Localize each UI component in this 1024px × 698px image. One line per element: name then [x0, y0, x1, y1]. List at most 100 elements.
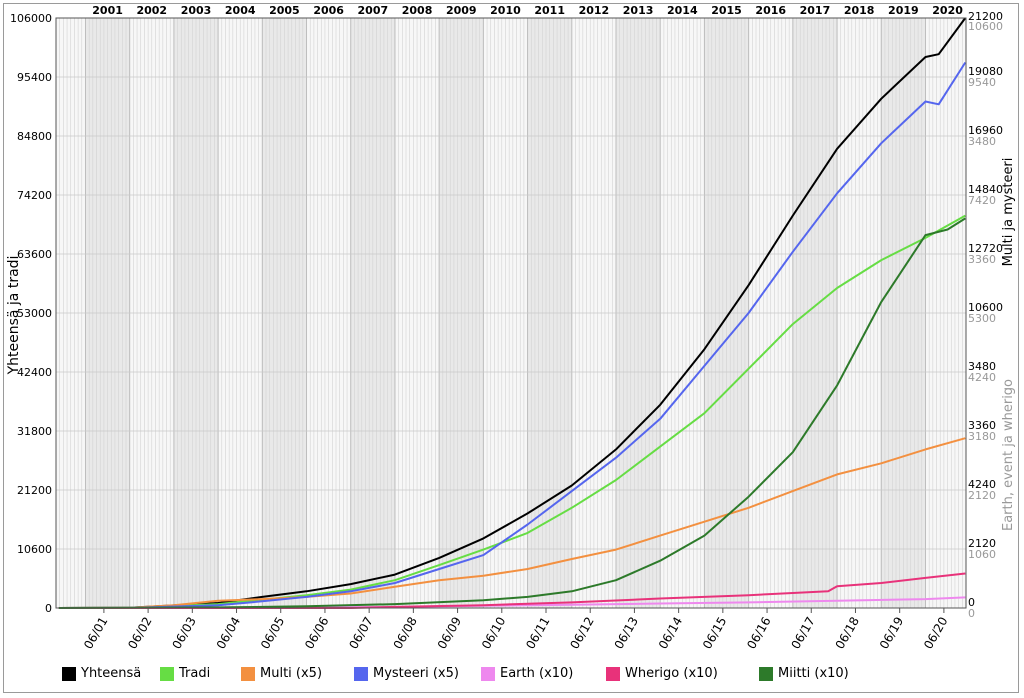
y-tick-left: 10600 — [17, 543, 52, 556]
x-tick-label: 06/18 — [833, 615, 862, 652]
year-label: 2016 — [755, 4, 786, 17]
year-label: 2013 — [623, 4, 654, 17]
y-tick-right-1: 0 — [968, 596, 975, 609]
x-tick-label: 06/07 — [346, 615, 375, 652]
year-label: 2015 — [711, 4, 742, 17]
y-tick-right-1: 3480 — [968, 360, 996, 373]
legend-swatch — [481, 666, 495, 681]
x-tick-label: 06/13 — [612, 615, 641, 652]
series-line-4 — [58, 61, 967, 609]
legend: Yhteensä Tradi Multi (x5) Mysteeri (x5) Eart… — [0, 664, 1024, 688]
y-axis-label-left: Yhteensä ja tradi — [6, 256, 22, 376]
y-tick-left: 53000 — [17, 307, 52, 320]
y-tick-right-1: 10600 — [968, 301, 1003, 314]
x-tick-label: 06/03 — [169, 615, 198, 652]
year-label: 2020 — [932, 4, 963, 17]
series-line-7 — [58, 217, 966, 609]
legend-swatch — [241, 666, 255, 681]
legend-item: Yhteensä — [62, 666, 141, 681]
year-label: 2007 — [358, 4, 389, 17]
y-tick-right-1: 19080 — [968, 65, 1003, 78]
x-tick-label: 06/11 — [523, 615, 552, 652]
y-tick-right-1: 12720 — [968, 242, 1003, 255]
y-tick-right-2: 9540 — [968, 76, 996, 89]
year-label: 2008 — [402, 4, 433, 17]
year-label: 2019 — [888, 4, 919, 17]
y-tick-right-2: 2120 — [968, 489, 996, 502]
y-axis-label-right-2: Earth, event ja wherigo — [1001, 379, 1016, 531]
year-label: 2005 — [269, 4, 300, 17]
y-tick-right-2: 1060 — [968, 548, 996, 561]
year-label: 2010 — [490, 4, 521, 17]
series-line-3 — [58, 437, 966, 609]
legend-item: Multi (x5) — [241, 666, 322, 681]
x-tick-label: 06/01 — [81, 615, 110, 652]
year-label: 2009 — [446, 4, 477, 17]
x-tick-label: 06/09 — [435, 615, 464, 652]
x-tick-label: 06/17 — [788, 615, 817, 652]
legend-swatch — [62, 666, 76, 681]
x-tick-label: 06/08 — [391, 615, 420, 652]
x-tick-label: 06/05 — [258, 615, 287, 652]
y-tick-left: 0 — [45, 602, 52, 615]
legend-item: Tradi — [160, 666, 210, 681]
legend-item: Earth (x10) — [481, 666, 573, 681]
y-tick-right-2: 7420 — [968, 194, 996, 207]
x-tick-label: 06/19 — [877, 615, 906, 652]
y-tick-left: 31800 — [17, 425, 52, 438]
year-label: 2002 — [136, 4, 167, 17]
y-tick-right-1: 3360 — [968, 419, 996, 432]
y-tick-left: 84800 — [17, 130, 52, 143]
legend-label: Miitti (x10) — [778, 666, 849, 681]
legend-swatch — [759, 666, 773, 681]
x-tick-label: 06/04 — [214, 615, 243, 652]
x-tick-label: 06/15 — [700, 615, 729, 652]
year-label: 2001 — [92, 4, 123, 17]
legend-label: Wherigo (x10) — [625, 666, 718, 681]
legend-label: Multi (x5) — [260, 666, 323, 681]
y-tick-right-1: 21200 — [968, 10, 1003, 23]
y-tick-right-2: 3480 — [968, 135, 996, 148]
series-line-6 — [58, 572, 966, 609]
year-label: 2004 — [225, 4, 256, 17]
year-label: 2011 — [534, 4, 565, 17]
year-label: 2018 — [844, 4, 875, 17]
y-tick-left: 63600 — [17, 248, 52, 261]
x-tick-label: 06/14 — [656, 615, 685, 652]
x-tick-label: 06/06 — [302, 615, 331, 652]
y-tick-left: 74200 — [17, 189, 52, 202]
year-label: 2006 — [313, 4, 344, 17]
legend-label: Yhteensä — [81, 666, 142, 681]
y-tick-right-2: 10600 — [968, 20, 1003, 33]
year-label: 2012 — [579, 4, 610, 17]
year-label: 2014 — [667, 4, 698, 17]
series-line-1 — [58, 17, 967, 609]
legend-item: Miitti (x10) — [759, 666, 849, 681]
legend-label: Mysteeri (x5) — [373, 666, 459, 681]
plot-border — [55, 17, 967, 609]
y-tick-right-1: 16960 — [968, 124, 1003, 137]
y-tick-left: 106000 — [10, 12, 52, 25]
legend-item: Wherigo (x10) — [606, 666, 718, 681]
legend-swatch — [606, 666, 620, 681]
x-tick-label: 06/02 — [125, 615, 154, 652]
legend-swatch — [160, 666, 174, 681]
y-tick-left: 42400 — [17, 366, 52, 379]
y-tick-right-1: 14840 — [968, 183, 1003, 196]
legend-label: Tradi — [179, 666, 211, 681]
chart-frame — [3, 3, 1019, 693]
y-tick-left: 21200 — [17, 484, 52, 497]
y-tick-right-2: 3180 — [968, 430, 996, 443]
y-tick-right-2: 5300 — [968, 312, 996, 325]
y-tick-right-2: 0 — [968, 607, 975, 620]
legend-swatch — [354, 666, 368, 681]
x-tick-label: 06/10 — [479, 615, 508, 652]
x-tick-label: 06/12 — [567, 615, 596, 652]
y-tick-left: 95400 — [17, 71, 52, 84]
y-axis-label-right-1: Multi ja mysteeri — [1001, 158, 1016, 267]
legend-label: Earth (x10) — [500, 666, 574, 681]
year-label: 2017 — [800, 4, 831, 17]
x-tick-label: 06/20 — [921, 615, 950, 652]
y-tick-right-2: 4240 — [968, 371, 996, 384]
